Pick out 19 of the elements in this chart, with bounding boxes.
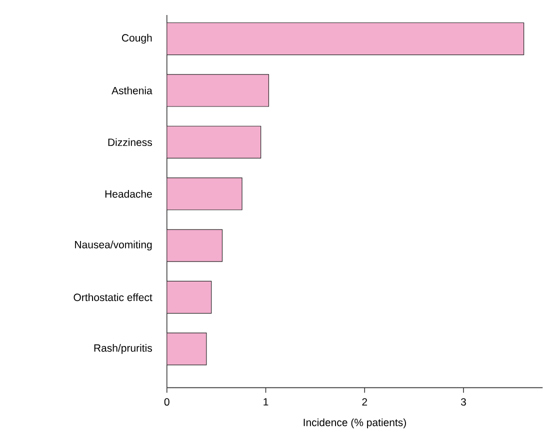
bar	[166, 281, 212, 314]
bar	[166, 74, 270, 107]
y-tick-label: Asthenia	[112, 86, 152, 94]
x-tick-label: 0	[164, 398, 170, 406]
bar	[166, 178, 242, 210]
bar	[166, 126, 262, 159]
x-tick-label: 2	[362, 398, 368, 406]
bar	[166, 22, 524, 56]
x-axis-title: Incidence (% patients)	[304, 418, 406, 428]
x-tick-label: 1	[264, 398, 268, 406]
y-tick-label: Nausea/vomiting	[75, 240, 152, 251]
y-tick-label: Orthostatic effect	[74, 294, 152, 302]
x-tick-label: 3	[460, 398, 466, 406]
y-tick-label: Dizziness	[108, 138, 152, 146]
y-tick-label: Rash/pruritis	[94, 344, 152, 354]
y-tick-label: Headache	[105, 190, 152, 198]
bar	[166, 229, 223, 262]
y-tick-label: Cough	[122, 34, 152, 44]
bar	[166, 332, 207, 366]
